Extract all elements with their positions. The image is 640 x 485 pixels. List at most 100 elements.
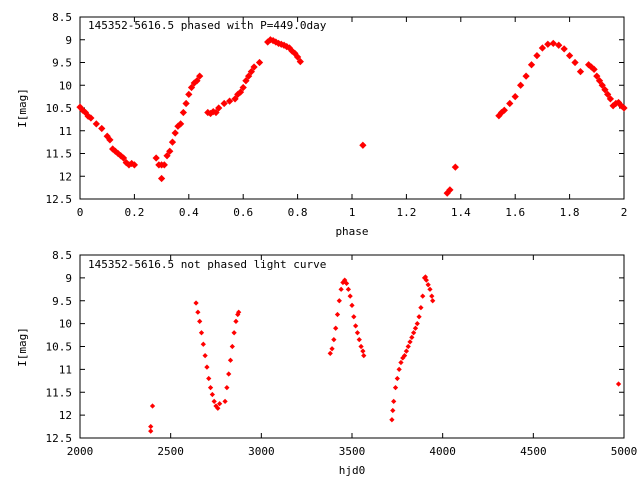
y-tick-label: 12 [59, 170, 72, 183]
data-point [220, 99, 228, 108]
data-point [245, 72, 253, 80]
data-point [555, 41, 563, 49]
series-points [76, 36, 628, 197]
data-point [106, 136, 114, 144]
y-tick-label: 8.5 [52, 249, 72, 262]
data-point [601, 86, 609, 94]
data-point [247, 67, 255, 76]
data-point [331, 337, 337, 343]
data-point [565, 52, 574, 60]
chart-panel-1: 0 0.2 0.4 0.6 0.8 1 1.2 1.4 1.6 1.8 2 8.5 9 9.5 10 10.5… [16, 11, 628, 238]
data-point [224, 385, 230, 391]
data-point [425, 282, 431, 288]
y-tick-label: 11 [59, 363, 72, 376]
data-point [255, 58, 264, 67]
data-point [157, 174, 166, 183]
data-point [593, 72, 601, 80]
data-point [233, 318, 239, 324]
data-point [200, 341, 206, 347]
data-point [343, 280, 350, 286]
data-point [119, 154, 128, 162]
data-point [242, 77, 250, 85]
data-point [212, 108, 220, 117]
y-tick-label: 9.5 [52, 57, 72, 70]
data-point [500, 106, 508, 114]
data-point [345, 286, 351, 292]
data-point [411, 330, 417, 336]
y-tick-label: 12.5 [46, 432, 73, 445]
data-point [349, 302, 355, 308]
data-point [193, 77, 201, 85]
data-point [390, 407, 396, 414]
y-axis-label: I[mag] [16, 327, 29, 367]
data-point [549, 39, 557, 48]
data-point [418, 304, 424, 311]
data-point [198, 330, 205, 336]
data-point [560, 45, 568, 53]
data-point [347, 293, 353, 299]
y-tick-label: 9 [65, 272, 72, 285]
x-tick-label: 4000 [429, 445, 456, 458]
data-point [409, 334, 415, 340]
data-point [538, 44, 547, 52]
data-point [394, 375, 400, 382]
data-point [179, 108, 187, 117]
data-point [149, 403, 156, 409]
data-point [620, 104, 628, 112]
data-point [209, 391, 215, 398]
data-point [506, 99, 514, 108]
x-tick-label: 2000 [67, 445, 94, 458]
data-point [389, 417, 395, 423]
data-point [336, 298, 342, 304]
x-tick-label: 1.4 [451, 206, 471, 219]
x-tick-label: 2500 [157, 445, 184, 458]
data-point [98, 124, 106, 133]
data-point [511, 93, 519, 101]
data-point [227, 357, 234, 363]
chart-panel-2: 2000 2500 3000 3500 4000 4500 5000 8.5 9 9.5 10 10.… [16, 249, 637, 477]
data-point [571, 58, 579, 67]
data-point [615, 381, 622, 387]
data-point [231, 330, 237, 336]
data-point [522, 72, 530, 80]
data-point [130, 161, 139, 169]
y-tick-label: 11 [59, 125, 72, 138]
data-point [407, 339, 413, 345]
data-point [533, 52, 541, 60]
data-point [171, 129, 179, 137]
data-point [392, 385, 399, 391]
data-point [361, 353, 367, 359]
data-point [427, 286, 433, 292]
x-tick-label: 0.2 [124, 206, 144, 219]
data-point [358, 343, 364, 350]
y-tick-label: 11.5 [46, 148, 73, 161]
data-point [351, 314, 357, 320]
series-points [148, 274, 622, 434]
y-tick-label: 10.5 [46, 341, 73, 354]
data-point [451, 163, 459, 171]
data-point [412, 325, 419, 331]
data-point [195, 309, 201, 315]
data-point [148, 428, 154, 434]
data-point [163, 152, 171, 160]
x-tick-label: 0.6 [233, 206, 253, 219]
data-point [215, 104, 223, 112]
data-point [403, 348, 410, 354]
data-point [185, 90, 193, 98]
data-point [401, 353, 408, 359]
y-tick-label: 8.5 [52, 11, 72, 24]
data-point [595, 77, 604, 85]
y-tick-label: 10.5 [46, 102, 73, 115]
data-point [217, 401, 223, 407]
y-tick-label: 10 [59, 79, 72, 92]
x-tick-label: 4500 [520, 445, 547, 458]
data-point [391, 398, 397, 405]
data-point [206, 375, 212, 382]
x-tick-label: 0.4 [179, 206, 199, 219]
data-point [527, 61, 536, 69]
data-point [197, 318, 203, 324]
data-point [166, 147, 174, 155]
x-tick-label: 5000 [611, 445, 638, 458]
data-point [160, 161, 168, 169]
